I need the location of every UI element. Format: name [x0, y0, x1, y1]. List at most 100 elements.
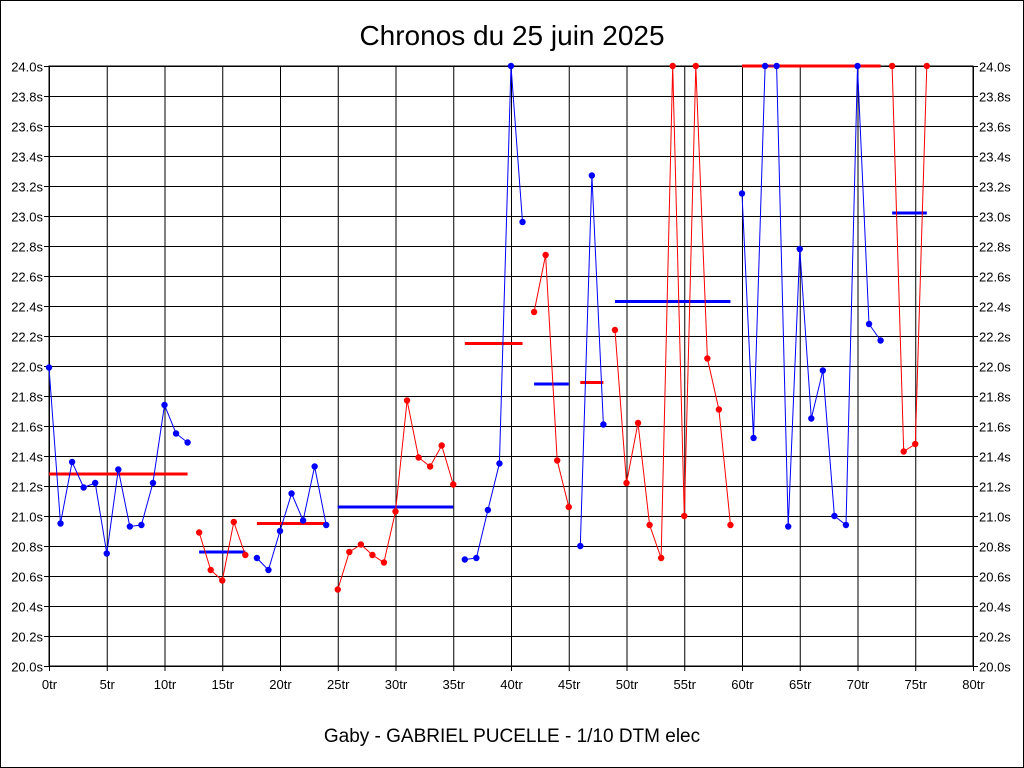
data-point — [288, 490, 295, 497]
data-point — [565, 503, 572, 511]
y-tick-label-right: 23.6s — [979, 120, 1011, 135]
y-tick-label-right: 21.2s — [979, 480, 1011, 495]
data-point — [750, 434, 757, 442]
data-point — [461, 556, 468, 563]
x-tick-label: 55tr — [674, 677, 697, 692]
data-point — [796, 245, 803, 253]
data-point — [184, 439, 191, 446]
y-tick-label-right: 20.4s — [979, 600, 1011, 615]
data-point — [600, 421, 607, 428]
data-point — [68, 458, 76, 466]
data-point — [426, 463, 434, 470]
y-tick-label-right: 20.6s — [979, 570, 1011, 585]
chart-footer: Gaby - GABRIEL PUCELLE - 1/10 DTM elec — [324, 726, 700, 747]
y-tick-label-left: 22.8s — [11, 240, 43, 255]
data-point — [253, 554, 261, 562]
data-point — [484, 506, 492, 514]
x-tick-label: 35tr — [443, 677, 466, 692]
data-point — [92, 479, 99, 487]
data-point — [738, 190, 746, 197]
x-tick-label: 25tr — [327, 677, 350, 692]
x-tick-label: 80tr — [962, 677, 985, 692]
data-point — [45, 364, 53, 371]
series-points — [45, 62, 930, 593]
data-point — [831, 512, 838, 520]
y-tick-label-left: 23.6s — [11, 120, 43, 135]
data-point — [438, 442, 445, 449]
data-point — [657, 554, 665, 562]
y-tick-label-left: 22.0s — [11, 360, 43, 375]
series-line — [579, 175, 604, 547]
x-tick-label: 15tr — [212, 677, 235, 692]
x-tick-label: 60tr — [731, 677, 754, 692]
data-point — [692, 62, 699, 70]
y-tick-label-right: 20.8s — [979, 540, 1011, 555]
x-tick-label: 20tr — [269, 677, 292, 692]
data-point — [450, 481, 457, 488]
data-point — [138, 521, 145, 529]
data-point — [923, 62, 930, 70]
data-point — [172, 430, 180, 437]
data-point — [195, 529, 203, 536]
y-tick-label-left: 21.0s — [11, 510, 43, 525]
y-tick-label-right: 21.6s — [979, 420, 1011, 435]
data-point — [842, 521, 850, 529]
series-line — [256, 466, 327, 571]
data-point — [311, 463, 318, 470]
y-tick-label-left: 22.4s — [11, 300, 43, 315]
y-tick-label-right: 22.8s — [979, 240, 1011, 255]
data-point — [865, 320, 873, 328]
x-tick-label: 50tr — [616, 677, 639, 692]
y-tick-label-left: 21.2s — [11, 480, 43, 495]
y-tick-label-right: 21.0s — [979, 510, 1011, 525]
data-point — [888, 62, 896, 70]
data-point — [219, 577, 226, 584]
y-tick-label-left: 23.2s — [11, 180, 43, 195]
series-line — [891, 65, 928, 453]
data-point — [530, 308, 538, 316]
y-tick-label-right: 22.2s — [979, 330, 1011, 345]
y-tick-label-right: 23.2s — [979, 180, 1011, 195]
x-tick-label: 10tr — [154, 677, 177, 692]
y-tick-label-right: 21.4s — [979, 450, 1011, 465]
y-tick-label-left: 20.6s — [11, 570, 43, 585]
data-point — [819, 367, 827, 374]
data-point — [473, 554, 480, 562]
data-point — [912, 440, 919, 448]
y-tick-label-right: 24.0s — [979, 60, 1011, 75]
data-point — [115, 466, 122, 473]
x-tick-label: 65tr — [789, 677, 812, 692]
data-point — [496, 460, 503, 467]
data-point — [634, 419, 642, 427]
data-point — [392, 508, 399, 515]
x-tick-label: 75tr — [905, 677, 928, 692]
data-point — [57, 520, 64, 527]
y-tick-label-right: 21.8s — [979, 390, 1011, 405]
data-point — [415, 454, 422, 461]
series-line — [614, 65, 731, 559]
x-tick-label: 5tr — [100, 677, 116, 692]
data-point — [519, 218, 526, 226]
data-point — [380, 559, 388, 566]
data-point — [126, 523, 134, 530]
tick-labels: 0tr 5tr 10tr 15tr 20tr 25tr 30tr 35tr 40tr 45tr 50… — [11, 60, 1011, 693]
data-point — [80, 484, 87, 491]
y-tick-label-right: 20.2s — [979, 630, 1011, 645]
data-point — [854, 62, 861, 70]
chart-title: Chronos du 25 juin 2025 — [359, 20, 664, 51]
data-point — [808, 415, 815, 422]
data-point — [357, 541, 365, 548]
data-point — [761, 62, 769, 70]
data-point — [877, 337, 884, 344]
y-tick-label-left: 20.2s — [11, 630, 43, 645]
data-point — [276, 527, 284, 535]
data-point — [588, 172, 596, 179]
data-point — [542, 251, 549, 259]
y-tick-label-left: 24.0s — [11, 60, 43, 75]
y-tick-label-left: 20.8s — [11, 540, 43, 555]
data-point — [727, 521, 734, 529]
y-tick-label-left: 20.0s — [11, 660, 43, 675]
grid — [44, 65, 978, 671]
data-point — [207, 566, 214, 574]
data-point — [346, 548, 353, 556]
